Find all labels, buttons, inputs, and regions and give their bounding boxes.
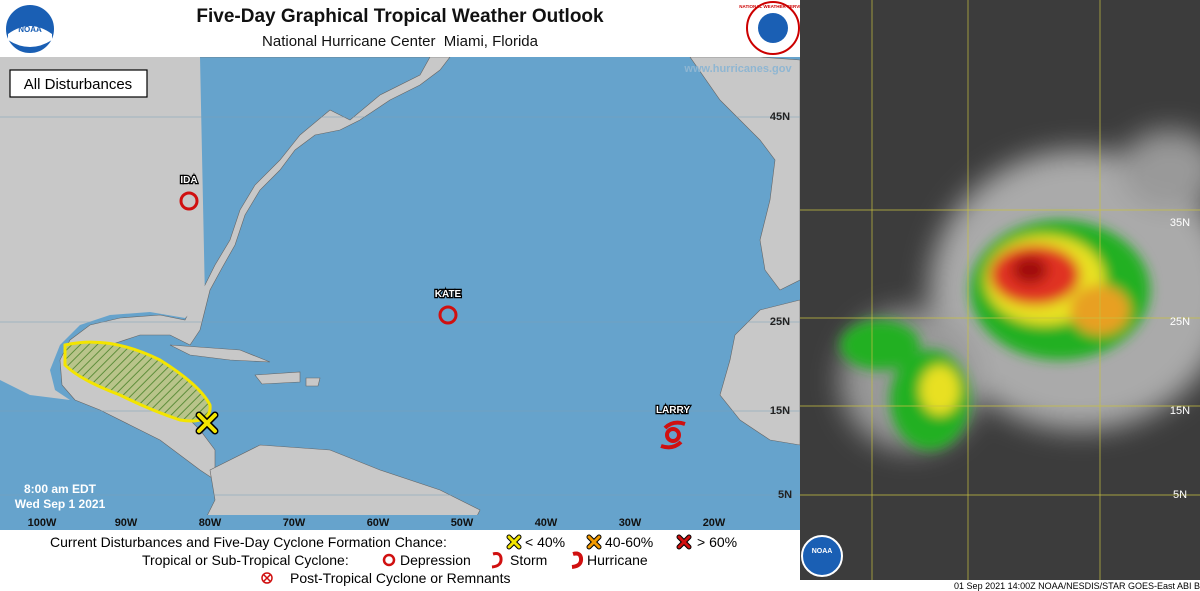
kate-marker [438, 305, 458, 325]
graticule [0, 116, 800, 496]
legend-x-medium [587, 535, 601, 549]
system-label: LARRY [656, 405, 690, 416]
lat-label: 45N [770, 111, 790, 123]
issue-time: 8:00 am EDT [24, 482, 97, 496]
ida-marker [179, 191, 199, 211]
noaa-logo-text: NOAA [18, 25, 42, 34]
legend-item: > 60% [697, 534, 737, 550]
legend-heading: Tropical or Sub-Tropical Cyclone: [142, 552, 349, 568]
panel-label: All Disturbances [24, 76, 132, 93]
lon-label: 60W [367, 517, 390, 529]
satellite-graticule [800, 0, 1200, 580]
caribbean-islands [169, 344, 321, 387]
legend-post-tropical-icon [261, 572, 273, 584]
lon-label: 80W [199, 517, 222, 529]
lon-strip [0, 515, 760, 530]
lat-label: 5N [778, 489, 792, 501]
lon-label: 30W [619, 517, 642, 529]
legend-storm-icon [491, 552, 503, 569]
legend-heading: Current Disturbances and Five-Day Cyclon… [50, 534, 447, 550]
system-label: KATE [435, 289, 462, 300]
legend-item: 40-60% [605, 534, 653, 550]
sat-lat-label: 25N [1170, 316, 1190, 328]
nws-logo-text: NATIONAL WEATHER SERVICE [739, 4, 806, 9]
map: IDA KATE LARRY 45N 25N 15N 5N www.hurric… [0, 57, 800, 530]
satellite-image: 35N 25N 15N 5N NOAA [800, 0, 1200, 580]
legend-hurricane-icon [571, 551, 584, 569]
disturbance-marker [195, 411, 219, 435]
legend-x-low [507, 535, 521, 549]
lat-label: 15N [770, 405, 790, 417]
issue-date: Wed Sep 1 2021 [15, 497, 106, 511]
caption-bar [800, 580, 1200, 591]
convection [840, 220, 1150, 450]
satellite-caption: 01 Sep 2021 14:00Z NOAA/NESDIS/STAR GOES… [954, 581, 1200, 591]
nws-logo-center [758, 13, 788, 43]
sat-noaa-logo [801, 535, 843, 577]
sat-lat-label: 35N [1170, 217, 1190, 229]
sat-lat-label: 5N [1173, 489, 1187, 501]
lon-label: 100W [28, 517, 57, 529]
lon-label: 90W [115, 517, 138, 529]
website: www.hurricanes.gov [683, 63, 792, 75]
disturbance-area [63, 340, 212, 423]
system-label: IDA [180, 175, 197, 186]
subtitle: National Hurricane Center Miami, Florida [262, 33, 539, 50]
larry-marker [660, 420, 686, 450]
sat-lat-label: 15N [1170, 405, 1190, 417]
legend-item: < 40% [525, 534, 565, 550]
panel-label-box [9, 69, 148, 98]
lon-label: 50W [451, 517, 474, 529]
lon-label: 40W [535, 517, 558, 529]
legend-item: Hurricane [587, 552, 648, 568]
noaa-logo-bird [8, 26, 52, 47]
legend-post-tropical-x [263, 574, 271, 582]
legend-item: Depression [400, 552, 471, 568]
lat-label: 25N [770, 316, 790, 328]
title: Five-Day Graphical Tropical Weather Outl… [196, 6, 604, 27]
legend-depression-icon [382, 553, 396, 567]
lon-label: 70W [283, 517, 306, 529]
lon-label: 20W [703, 517, 726, 529]
sat-noaa-logo-text: NOAA [812, 548, 833, 555]
legend-x-high [677, 535, 691, 549]
header [0, 0, 800, 57]
legend-item: Storm [510, 552, 547, 568]
europe [689, 57, 800, 291]
north-america-interior [0, 57, 205, 400]
africa [719, 299, 800, 446]
legend-item: Post-Tropical Cyclone or Remnants [290, 570, 510, 586]
